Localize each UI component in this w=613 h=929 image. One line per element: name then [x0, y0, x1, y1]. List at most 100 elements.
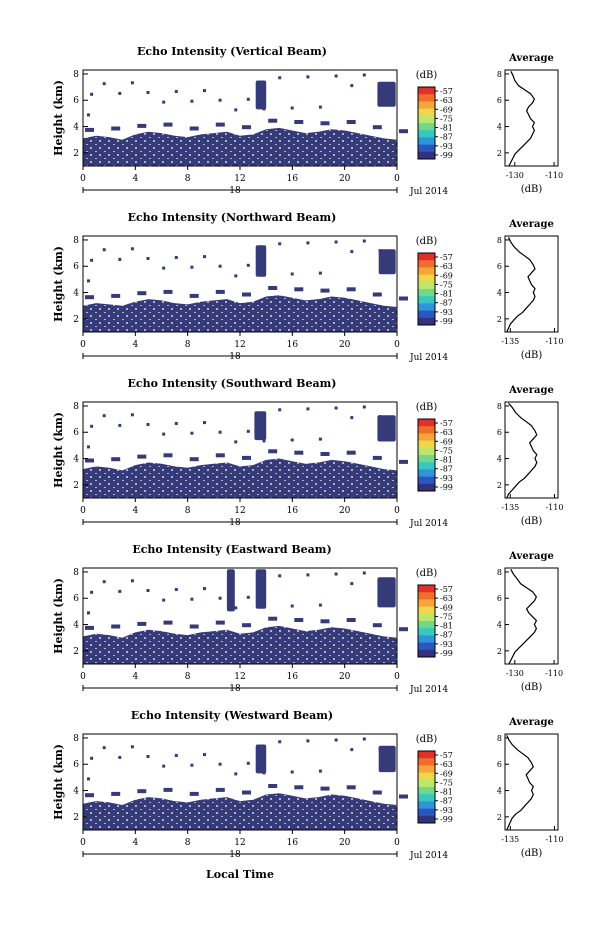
echo-patch [215, 620, 225, 625]
upper-echo [377, 81, 396, 107]
echo-patch [242, 125, 251, 130]
echo-dot [118, 589, 122, 593]
y-axis-label: Height (km) [52, 246, 65, 322]
colorbar-frame [417, 86, 436, 160]
upper-echo [255, 80, 267, 110]
y-tick-label: 2 [73, 481, 79, 491]
echo-dot [162, 266, 166, 270]
date-tick-label: 18 [229, 186, 241, 196]
echo-dot [262, 273, 266, 277]
echo-patch [294, 450, 304, 455]
y-tick-label: 4 [73, 787, 79, 797]
colorbar-swatch [418, 592, 435, 600]
echo-dot [90, 756, 94, 760]
echo-dot [306, 407, 310, 411]
x-tick-label: 8 [185, 506, 191, 516]
echo-patch [137, 291, 147, 296]
echo-dot [362, 239, 366, 243]
upper-echo [255, 569, 267, 609]
echo-patch [111, 791, 121, 796]
echo-patch [268, 616, 278, 621]
x-tick-label: 4 [132, 506, 138, 516]
date-label: Jul 2014 [409, 685, 448, 695]
x-axis-label: Local Time [206, 868, 274, 881]
x-tick-label: 0 [80, 672, 86, 682]
echo-dot [246, 595, 250, 599]
x-tick-label: 4 [132, 838, 138, 848]
echo-dot [146, 91, 150, 94]
colorbar-tick-label: -75 [440, 114, 453, 123]
colorbar-swatch [418, 94, 435, 102]
colorbar-tick-label: -81 [440, 124, 453, 133]
profile-y-tick-label: 2 [497, 315, 502, 324]
x-tick-label: 0 [394, 672, 400, 682]
colorbar-swatch [418, 317, 435, 326]
colorbar-tick-label: -81 [440, 622, 453, 631]
y-tick-label: 6 [73, 594, 79, 604]
profile-x-label: (dB) [521, 184, 543, 195]
echo-dot [262, 771, 266, 775]
echo-patch [294, 287, 304, 292]
y-tick-label: 2 [73, 647, 79, 657]
echo-dot [174, 256, 178, 259]
profile-x-label: (dB) [521, 350, 543, 361]
echo-dot [130, 413, 134, 417]
colorbar-frame [417, 418, 436, 492]
x-tick-label: 0 [394, 838, 400, 848]
echo-patch [85, 458, 94, 463]
x-tick-label: 20 [339, 340, 351, 350]
echo-patch [294, 618, 304, 622]
y-tick-label: 6 [73, 760, 79, 770]
profile-y-tick-label: 4 [497, 787, 502, 796]
colorbar-tick-label: -87 [440, 133, 453, 142]
profile-y-tick-label: 8 [497, 734, 502, 743]
y-tick-label: 8 [73, 236, 79, 246]
colorbar-tick-label: -93 [440, 142, 453, 151]
profile-y-tick-label: 2 [497, 149, 502, 158]
colorbar-tick-label: -69 [440, 769, 453, 778]
colorbar-swatch [418, 253, 435, 261]
y-tick-label: 4 [73, 455, 79, 465]
profile-line [508, 569, 538, 665]
echo-dot [234, 606, 238, 610]
upper-echo [254, 411, 267, 441]
echo-dot [190, 265, 194, 269]
colorbar-swatch [418, 296, 435, 304]
echo-dot [362, 405, 366, 409]
echo-dot [350, 416, 354, 420]
colorbar-swatch [418, 765, 435, 773]
echo-patch [242, 292, 251, 297]
echo-patch [268, 784, 278, 788]
date-label: Jul 2014 [409, 353, 448, 363]
colorbar-swatch [418, 87, 435, 95]
echo-dot [234, 772, 238, 776]
x-tick-label: 4 [132, 672, 138, 682]
x-tick-label: 16 [287, 340, 299, 350]
colorbar-tick-label: -69 [440, 105, 453, 114]
profile-y-tick-label: 6 [497, 760, 502, 769]
x-tick-label: 0 [80, 174, 86, 184]
echo-dot [234, 274, 238, 278]
echo-patch [268, 449, 278, 454]
panels-layer: Echo Intensity (Vertical Beam) Height (km… [52, 45, 563, 861]
echo-dot [262, 605, 266, 609]
profile-y-tick-label: 4 [497, 123, 502, 132]
date-tick-label: 18 [229, 684, 241, 694]
colorbar-unit: (dB) [416, 70, 438, 81]
x-tick-label: 20 [339, 506, 351, 516]
profile-y-tick-label: 8 [497, 70, 502, 79]
profile-x-tick-label: -110 [545, 337, 563, 346]
echo-patch [137, 454, 147, 459]
profile-title: Average [508, 53, 554, 64]
echo-patch [242, 455, 251, 460]
colorbar-swatch [418, 123, 435, 131]
colorbar-swatch [418, 599, 435, 607]
upper-echo [255, 245, 267, 277]
echo-dot [278, 76, 282, 80]
colorbar-tick-label: -87 [440, 631, 453, 640]
echo-dot [87, 777, 90, 781]
y-axis-label: Height (km) [52, 80, 65, 156]
echo-dot [334, 738, 338, 742]
echo-dot [290, 106, 294, 110]
colorbar-swatch [418, 476, 435, 485]
